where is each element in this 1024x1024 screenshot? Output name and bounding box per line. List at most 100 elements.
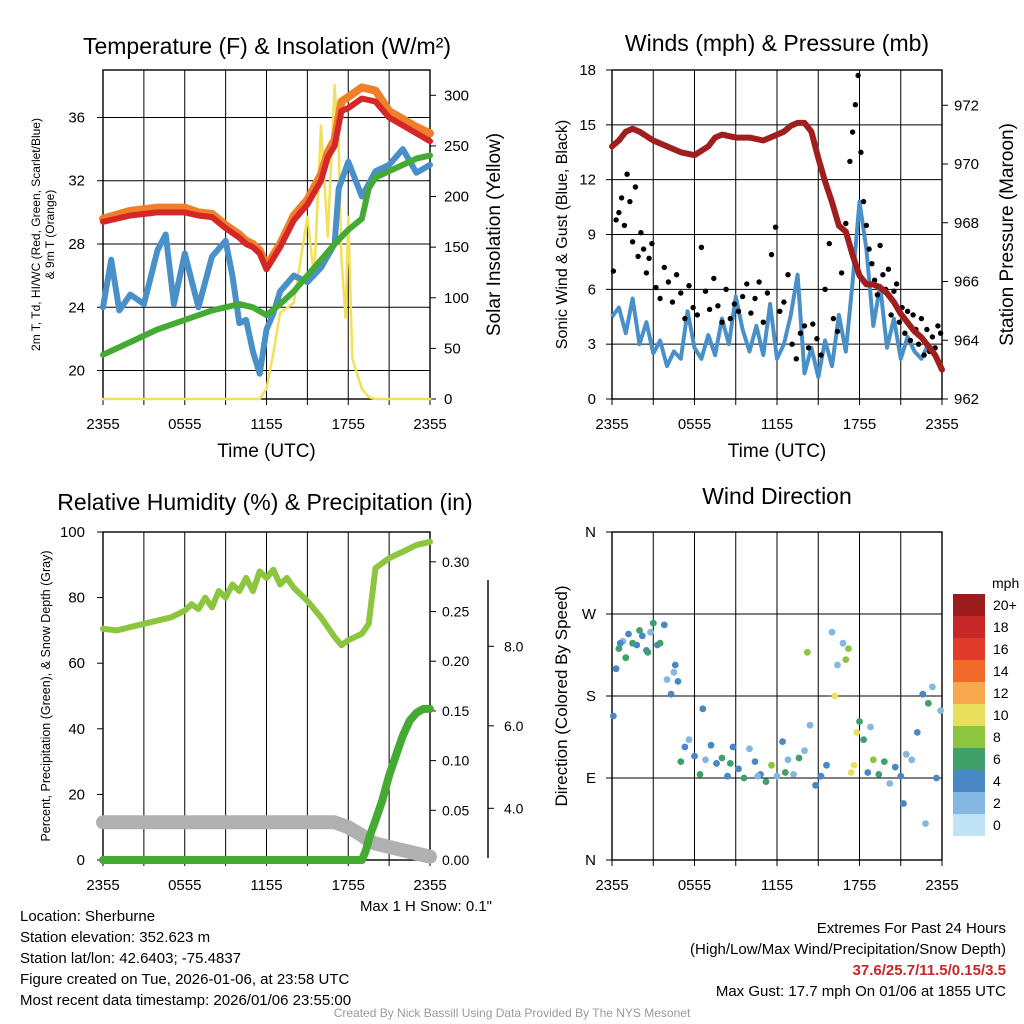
- y2-tick-label: 300: [444, 87, 469, 104]
- gust-point: [910, 312, 916, 318]
- gust-point: [866, 246, 872, 252]
- gust-point: [649, 240, 655, 247]
- x-tick-label: 1155: [761, 877, 793, 894]
- y2-axis-label: Station Pressure (Maroon): [997, 123, 1018, 346]
- series-snow-depth: [96, 815, 437, 864]
- gust-point: [822, 286, 828, 292]
- direction-point: [839, 639, 847, 647]
- gust-point: [902, 330, 908, 336]
- direction-point: [691, 752, 698, 760]
- direction-point: [663, 676, 671, 683]
- gust-point: [719, 319, 725, 325]
- colorbar-label: 2: [993, 795, 1001, 811]
- x-tick-label: 2355: [595, 416, 628, 433]
- colorbar-swatch: [953, 748, 985, 770]
- direction-point: [724, 772, 731, 780]
- direction-point: [649, 619, 657, 627]
- gust-point: [678, 290, 684, 296]
- chart-title: Wind Direction: [702, 483, 852, 509]
- y2-tick-label: 150: [444, 239, 469, 256]
- gust-point: [860, 198, 867, 205]
- direction-chart: Wind Direction N E S W N Direction (Colored By…: [552, 483, 1019, 869]
- gust-point: [618, 195, 625, 201]
- colorbar-swatch: [953, 792, 985, 814]
- direction-point: [908, 756, 916, 764]
- gust-point: [635, 253, 641, 260]
- series-gust: [610, 72, 944, 362]
- direction-point: [902, 750, 910, 758]
- direction-point: [726, 760, 734, 767]
- series-station-pressure: [609, 119, 945, 373]
- direction-point: [919, 690, 927, 698]
- gust-point: [735, 308, 742, 314]
- max-snow-label: Max 1 H Snow:: [360, 898, 466, 915]
- direction-point: [860, 736, 867, 744]
- colorbar-swatch: [953, 726, 985, 748]
- colorbar-unit: mph: [992, 575, 1019, 591]
- gust-point: [855, 72, 861, 79]
- y2-tick-label: 966: [954, 274, 979, 291]
- gust-point: [643, 270, 650, 276]
- y-tick-label: 36: [68, 109, 85, 126]
- direction-point: [790, 771, 797, 778]
- colorbar-swatch: [953, 682, 985, 704]
- gust-point: [935, 323, 941, 329]
- winds-chart: Winds (mph) & Pressure (mb) 0 3 6 9 12 15 18 962…: [554, 30, 1018, 462]
- x-tick-label: 2355: [413, 416, 446, 433]
- direction-points: [610, 619, 944, 827]
- gust-point: [632, 184, 639, 190]
- y2-tick-label: 0.20: [442, 653, 469, 669]
- max-gust-text: Max Gust: 17.7 mph On 01/06 at 1855 UTC: [715, 983, 1006, 1000]
- series-sonic-wind: [610, 199, 944, 380]
- gust-point: [849, 129, 856, 135]
- x-axis-label: Time (UTC): [728, 441, 827, 462]
- direction-point: [751, 758, 759, 765]
- y-tick-label: 28: [68, 236, 85, 253]
- y-axis-label: Direction (Colored By Speed): [552, 585, 571, 806]
- gust-point: [858, 149, 864, 155]
- elevation-text: Station elevation: 352.623 m: [20, 929, 211, 946]
- gust-point: [731, 301, 738, 307]
- series-rh: [100, 538, 433, 649]
- direction-point: [773, 772, 781, 780]
- y2-tick-label: 970: [954, 156, 979, 173]
- colorbar-swatch: [953, 594, 985, 616]
- gust-point: [937, 330, 944, 336]
- gust-point: [698, 244, 705, 250]
- direction-point: [612, 665, 620, 673]
- direction-point: [615, 645, 623, 652]
- gust-point: [921, 352, 927, 358]
- series-hi-wc: [100, 146, 433, 377]
- gust-point: [661, 264, 667, 271]
- gust-point: [682, 315, 688, 322]
- colorbar-swatch: [953, 616, 985, 638]
- gust-point: [880, 272, 886, 278]
- colorbar-label: 0: [993, 817, 1001, 833]
- direction-point: [699, 705, 707, 713]
- direction-point: [625, 630, 632, 638]
- direction-point: [779, 738, 786, 745]
- direction-point: [740, 774, 748, 782]
- direction-point: [924, 699, 932, 707]
- gust-point: [863, 222, 870, 229]
- direction-point: [937, 707, 944, 714]
- colorbar-label: 4: [993, 773, 1001, 789]
- gust-point: [789, 341, 795, 347]
- colorbar-label: 10: [993, 707, 1009, 723]
- gust-point: [785, 272, 791, 278]
- temperature-frame: 2355 0555 1155 1755 2355: [86, 69, 447, 433]
- direction-point: [729, 743, 737, 751]
- gust-point: [869, 261, 875, 267]
- y-tick-label: 18: [579, 62, 596, 79]
- x-tick-label: 1755: [843, 416, 876, 433]
- direction-point: [754, 772, 762, 780]
- y-tick-label: 9: [588, 227, 596, 244]
- gust-point: [702, 288, 709, 294]
- y2-tick-label: 0.25: [442, 604, 469, 620]
- direction-point: [817, 772, 825, 780]
- gust-point: [629, 239, 636, 245]
- direction-point: [746, 745, 753, 753]
- direction-point: [795, 754, 803, 762]
- y2-tick-label: 50: [444, 340, 461, 357]
- gust-point: [616, 209, 622, 216]
